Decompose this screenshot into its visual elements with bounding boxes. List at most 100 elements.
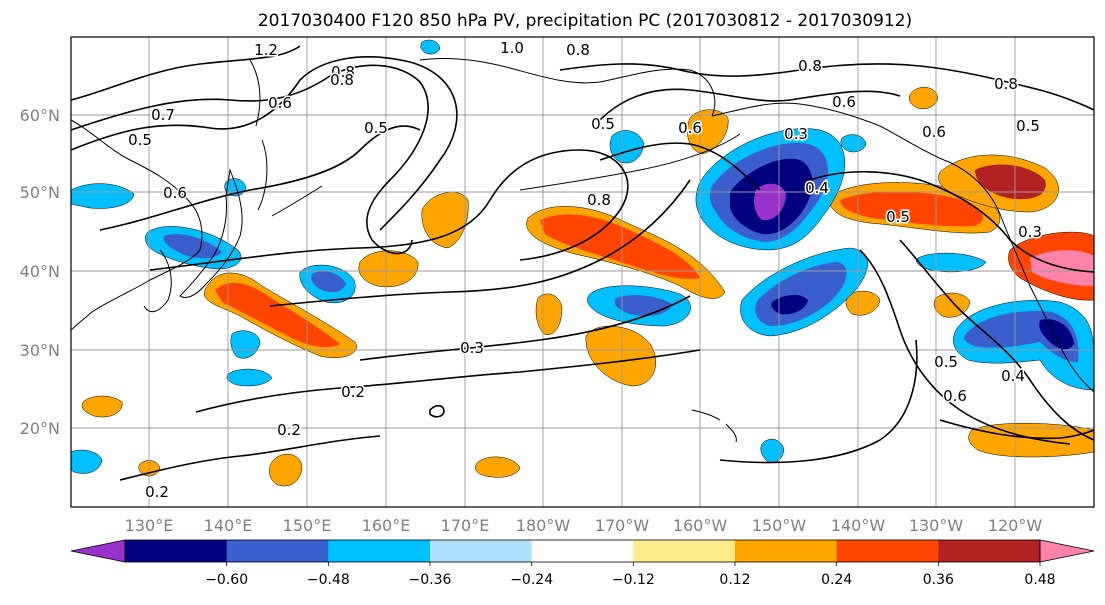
negative-anomaly-small-9: [420, 39, 441, 55]
positive-anomaly-small-2: [475, 456, 521, 478]
colorbar-tick-label: −0.36: [409, 572, 452, 588]
colorbar-bin: [226, 540, 329, 562]
pv-contours: [71, 45, 1094, 481]
lat-tick-label: 40°N: [20, 262, 60, 281]
contour-label: 0.5: [128, 131, 152, 149]
colorbar-bin: [328, 540, 431, 562]
colorbar-arrow-low: [70, 539, 126, 563]
positive-anomaly-dateline-core: [540, 214, 700, 279]
negative-anomaly-small-2: [916, 252, 987, 273]
positive-anomaly-165e: [358, 250, 419, 288]
colorbar-bin: [125, 540, 228, 562]
positive-anomaly-small-1: [269, 454, 303, 487]
contour-label: 0.3: [784, 125, 808, 143]
colorbar-tick-label: −0.60: [205, 572, 248, 588]
lon-tick-label: 170°E: [441, 516, 490, 535]
contour-label: 0.8: [798, 57, 822, 75]
negative-anomaly-150e-core: [311, 271, 346, 293]
contour-label: 0.5: [886, 208, 910, 226]
positive-anomaly-small-7: [845, 290, 881, 316]
colorbar-tick-label: 0.48: [1024, 572, 1055, 588]
pv-contour: [71, 64, 429, 255]
pv-contour: [149, 149, 629, 271]
contour-label: 0.6: [922, 123, 946, 141]
negative-anomaly-west-coast-core: [1039, 319, 1074, 350]
contour-label: 0.2: [145, 483, 169, 501]
contour-label: 0.5: [364, 119, 388, 137]
negative-anomaly-small-4: [226, 368, 273, 387]
lat-tick-label: 20°N: [20, 419, 60, 438]
negative-anomaly-small-1: [609, 130, 645, 164]
negative-anomaly-west-edge: [71, 183, 135, 209]
contour-label: 0.5: [934, 353, 958, 371]
colorbar-bin: [531, 540, 634, 562]
positive-anomaly-140w-core: [840, 191, 984, 227]
pv-contour: [809, 170, 1094, 273]
contour-labels: 1.2 1.00.80.80.60.70.50.60.50.80.80.60.60…: [127, 38, 1044, 503]
lon-tick-label: 140°E: [204, 516, 253, 535]
pv-contour: [939, 419, 1094, 440]
colorbar-tick-label: 0.24: [821, 572, 852, 588]
contour-label: 1.2: [254, 41, 278, 59]
colorbar: −0.60 −0.48 −0.36 −0.24 −0.12 0.12 0.24 0.36 0.4…: [70, 539, 1095, 588]
pv-contour: [599, 88, 901, 121]
lon-tick-label: 170°W: [595, 516, 650, 535]
coast-siberia-north: [419, 57, 716, 117]
contour-label: 0.8: [331, 63, 355, 81]
colorbar-tick-label: 0.36: [923, 572, 954, 588]
colorbar-tick-label: −0.12: [612, 572, 655, 588]
colorbar-tick-label: −0.48: [307, 572, 350, 588]
colorbar-tick-label: −0.24: [510, 572, 553, 588]
contour-label: 0.2: [341, 383, 365, 401]
lon-tick-label: 150°E: [283, 516, 332, 535]
contour-label: 0.8: [566, 41, 590, 59]
pv-contour: [71, 56, 458, 231]
lon-tick-label: 180°W: [516, 516, 571, 535]
pv-contour: [195, 349, 701, 413]
positive-anomaly-small-3: [81, 395, 123, 418]
pv-contour: [559, 63, 1094, 111]
figure-title: 2017030400 F120 850 hPa PV, precipitatio…: [258, 11, 912, 31]
coast-japan: [179, 168, 243, 298]
graticule: [71, 37, 1094, 507]
contour-label: 0.8: [994, 75, 1018, 93]
pv-contour: [269, 179, 691, 307]
contour-label: 1.0: [500, 39, 524, 57]
contour-label: 0.8: [330, 71, 354, 89]
colorbar-tick-label: 0.12: [719, 572, 750, 588]
contour-label: 0.8: [587, 191, 611, 209]
precipitation-shading: [71, 39, 1094, 487]
longitude-labels: 130°E 140°E 150°E 160°E 170°E 180°W 170°W 160°W…: [125, 516, 1043, 535]
positive-anomaly-small-5: [687, 109, 729, 155]
positive-anomaly-small-6: [909, 86, 939, 109]
coast-hawaii: [691, 409, 737, 443]
pv-contour: [859, 249, 1071, 445]
negative-anomaly-150w-level2: [755, 262, 847, 326]
colorbar-bin: [735, 540, 838, 562]
colorbar-bin: [633, 540, 736, 562]
contour-label: 0.3: [460, 339, 484, 357]
contour-label: 0.7: [151, 106, 175, 124]
map-frame: [70, 36, 1095, 508]
pv-contour: [899, 239, 1094, 441]
negative-anomaly-small-3: [230, 330, 261, 359]
pv-contour: [71, 45, 301, 101]
contour-label: 0.2: [277, 421, 301, 439]
contour-label: 0.6: [943, 387, 967, 405]
positive-anomaly-gulf-alaska-core: [975, 164, 1046, 200]
negative-anomaly-small-7: [840, 134, 867, 153]
lon-tick-label: 150°W: [752, 516, 807, 535]
pv-contour: [599, 142, 761, 191]
negative-anomaly-150w-core: [771, 294, 808, 315]
contour-label: 0.6: [832, 93, 856, 111]
contour-label: 0.6: [678, 119, 702, 137]
positive-anomaly-small-4: [535, 293, 563, 336]
contour-label: 0.3: [1018, 223, 1042, 241]
contour-label: 0.5: [591, 115, 615, 133]
contour-label: 0.6: [268, 94, 292, 112]
colorbar-bin: [836, 540, 939, 562]
contour-label: 0.6: [163, 184, 187, 202]
positive-anomaly-japan-south-core: [215, 282, 340, 348]
lat-tick-label: 50°N: [20, 183, 60, 202]
